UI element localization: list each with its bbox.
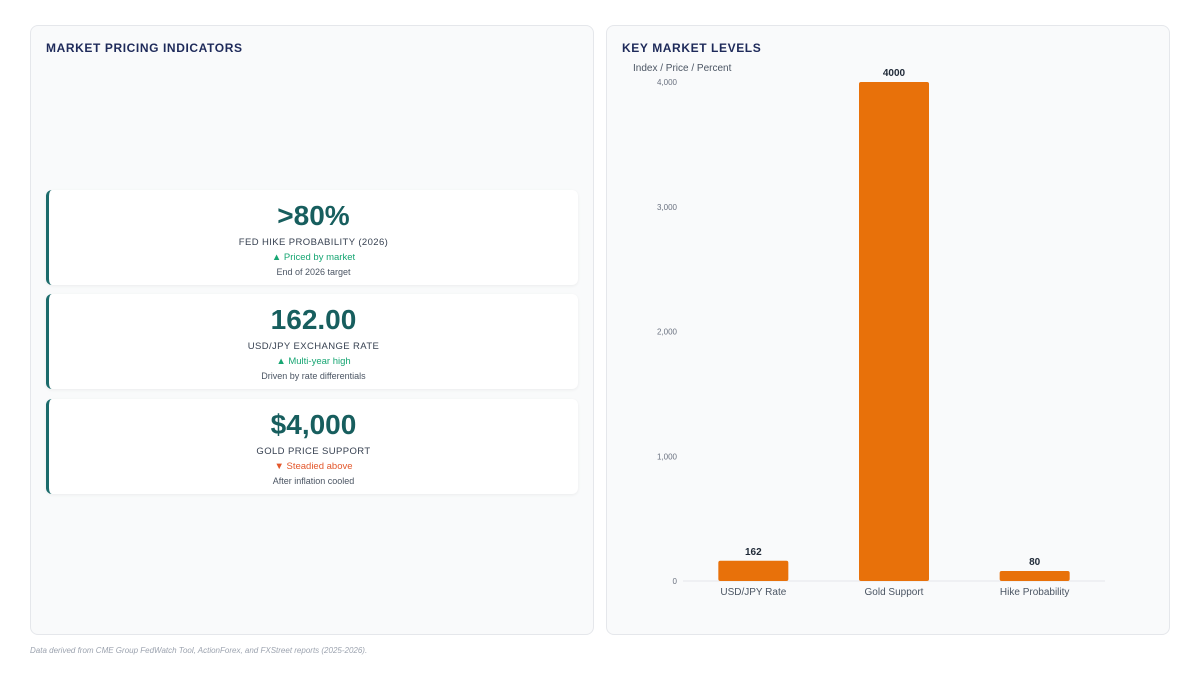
kpi-label: FED HIKE PROBABILITY (2026) [238,237,389,248]
y-axis-title: Index / Price / Percent [633,63,732,74]
kpi-label: GOLD PRICE SUPPORT [256,446,371,457]
kpi-trend: ▲ Multi-year high [276,356,351,367]
kpi-note: After inflation cooled [272,476,355,486]
panel-title: MARKET PRICING INDICATORS [46,41,243,55]
panel-title: KEY MARKET LEVELS [622,41,762,55]
kpi-value: $4,000 [270,409,357,440]
market-pricing-indicators-panel: MARKET PRICING INDICATORS >80% FED HIKE … [30,25,594,635]
key-market-levels-panel: KEY MARKET LEVELS Index / Price / Percen… [606,25,1170,635]
x-tick-label: Hike Probability [1000,587,1069,598]
data-label: 4000 [883,68,906,79]
source-note: Data derived from CME Group FedWatch Too… [30,646,368,655]
kpi-card-usdjpy: 162.00 USD/JPY EXCHANGE RATE ▲ Multi-yea… [46,294,578,389]
y-tick-label: 2,000 [657,328,678,337]
bar-hike-probability [999,571,1070,581]
y-tick-label: 1,000 [657,452,678,461]
kpi-card-fed-hike: >80% FED HIKE PROBABILITY (2026) ▲ Price… [46,190,578,285]
y-tick-label: 0 [673,577,678,586]
kpi-trend: ▲ Priced by market [271,252,356,263]
kpi-label: USD/JPY EXCHANGE RATE [247,341,380,352]
x-tick-label: Gold Support [865,587,924,598]
y-tick-label: 3,000 [657,203,678,212]
bar-chart: Index / Price / Percent 0 1,000 2,000 3,000… [633,63,1105,598]
kpi-note: Driven by rate differentials [261,371,366,381]
bar-usd-jpy-rate [718,560,789,581]
kpi-note: End of 2026 target [276,267,351,277]
data-label: 80 [1029,557,1041,568]
bar-gold-support [859,82,929,581]
kpi-card-gold: $4,000 GOLD PRICE SUPPORT ▼ Steadied abo… [46,399,578,494]
data-label: 162 [745,547,762,558]
kpi-value: 162.00 [270,304,357,335]
x-tick-label: USD/JPY Rate [720,587,786,598]
y-tick-label: 4,000 [657,78,678,87]
kpi-value: >80% [277,200,350,231]
kpi-trend: ▼ Steadied above [274,461,353,472]
